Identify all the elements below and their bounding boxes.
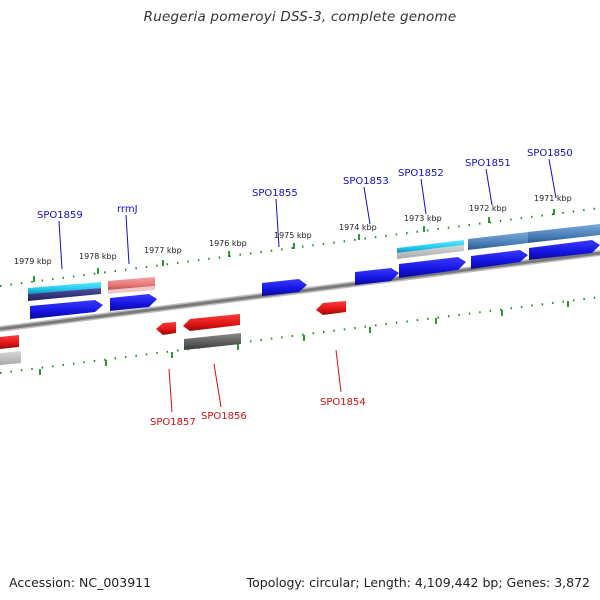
gene-label: SPO1854 [320,397,366,408]
gene-label: SPO1850 [527,148,573,159]
gene-spo1851-cds [468,232,528,250]
scale-label: 1975 kbp [274,231,312,240]
feature-row-bottom[interactable] [0,333,241,365]
gene-spo1851-cds-forward [471,250,528,269]
scale-label: 1979 kbp [14,257,52,266]
gene-label: SPO1859 [37,210,83,221]
major-ticks-top [33,209,555,282]
label-leaders-bottom [168,349,342,413]
scale-label: 1976 kbp [209,239,247,248]
gene-label: SPO1852 [398,168,444,179]
gene-edge-band [0,351,21,365]
gene-labels-top[interactable]: SPO1859 rrmJ SPO1855 SPO1853 SPO1852 SPO… [37,148,573,221]
feature-row-top[interactable] [28,224,600,301]
bottom-scale-track [0,296,600,375]
scale-label: 1971 kbp [534,194,572,203]
gene-label: SPO1857 [150,417,196,428]
gene-rrmj-cds [110,294,157,311]
scale-label: 1977 kbp [144,246,182,255]
gene-label: SPO1853 [343,176,389,187]
scale-labels: 1979 kbp 1978 kbp 1977 kbp 1976 kbp 1975… [14,194,572,266]
gene-label: SPO1856 [201,411,247,422]
gene-label: SPO1851 [465,158,511,169]
gene-spo1850-cds [528,224,600,243]
gene-spo1852-band [397,245,464,259]
gene-rrmj-band [108,286,155,294]
accession-text: Accession: NC_003911 [9,575,152,590]
forward-strand-genes[interactable] [30,240,600,319]
gene-spo1859-cds [30,300,103,319]
gene-spo1855-cds [262,279,307,296]
gene-spo1850-cds-forward [529,240,600,260]
scale-label: 1978 kbp [79,252,117,261]
gene-spo1854-cds [316,301,346,315]
gene-spo1859-band [28,288,101,301]
label-leaders-top [58,158,557,270]
top-scale-track [0,207,600,287]
gene-label: rrmJ [117,204,138,215]
gene-spo1856-cds [183,314,240,331]
gene-label: SPO1855 [252,188,298,199]
gene-spo1857-cds [156,322,176,335]
gene-spo1859-rna [28,282,101,294]
gene-rrmj-rna [108,277,155,290]
scale-label: 1972 kbp [469,204,507,213]
reverse-strand-genes[interactable] [0,301,346,349]
genome-summary-text: Topology: circular; Length: 4,109,442 bp… [246,575,590,590]
map-title: Ruegeria pomeroyi DSS-3, complete genome [143,9,457,25]
gene-labels-bottom[interactable]: SPO1857 SPO1856 SPO1854 [150,397,366,428]
gene-spo1856-band [184,333,241,350]
gene-spo1852-rna [397,240,464,253]
gene-spo1853-cds [355,268,399,285]
scale-label: 1974 kbp [339,223,377,232]
gene-edge-reverse [0,335,19,349]
scale-label: 1973 kbp [404,214,442,223]
gene-spo1852-cds [399,257,466,278]
